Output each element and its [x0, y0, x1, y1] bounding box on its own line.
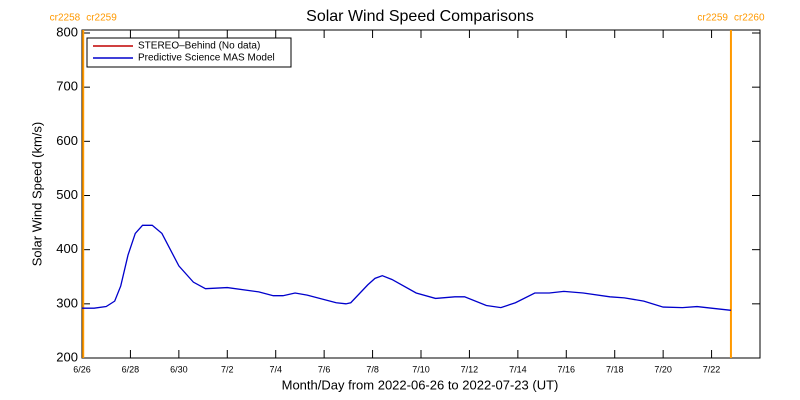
x-tick-label: 6/26 [73, 364, 91, 374]
legend-label: Predictive Science MAS Model [138, 53, 275, 64]
chart-title: Solar Wind Speed Comparisons [306, 8, 534, 25]
x-tick-label: 7/16 [558, 364, 576, 374]
x-tick-label: 6/28 [122, 364, 140, 374]
x-tick-label: 7/12 [461, 364, 479, 374]
legend-box [86, 37, 292, 68]
x-tick-label: 7/14 [509, 364, 527, 374]
series-line [82, 224, 732, 311]
x-tick-label: 7/6 [318, 364, 331, 374]
y-tick-label: 600 [56, 133, 78, 148]
y-tick-label: 400 [56, 241, 78, 256]
legend-label: STEREO–Behind (No data) [138, 41, 260, 52]
y-tick-label: 200 [56, 349, 78, 364]
x-tick-label: 6/30 [170, 364, 188, 374]
x-tick-label: 7/10 [412, 364, 430, 374]
x-tick-label: 7/2 [221, 364, 234, 374]
x-tick-label: 7/8 [366, 364, 379, 374]
plot-frame [81, 29, 761, 359]
x-axis-label: Month/Day from 2022-06-26 to 2022-07-23 … [282, 377, 559, 392]
rotation-label: cr2260 [734, 13, 765, 24]
x-tick-label: 7/22 [703, 364, 721, 374]
y-tick-label: 500 [56, 187, 78, 202]
rotation-label: cr2259 [697, 13, 728, 24]
y-tick-label: 800 [56, 24, 78, 39]
y-tick-label: 300 [56, 295, 78, 310]
x-tick-label: 7/20 [654, 364, 672, 374]
y-axis-label: Solar Wind Speed (km/s) [29, 122, 44, 267]
rotation-label: cr2258 [50, 13, 81, 24]
x-tick-label: 7/18 [606, 364, 624, 374]
y-tick-label: 700 [56, 79, 78, 94]
x-tick-label: 7/4 [269, 364, 282, 374]
rotation-label: cr2259 [86, 13, 117, 24]
